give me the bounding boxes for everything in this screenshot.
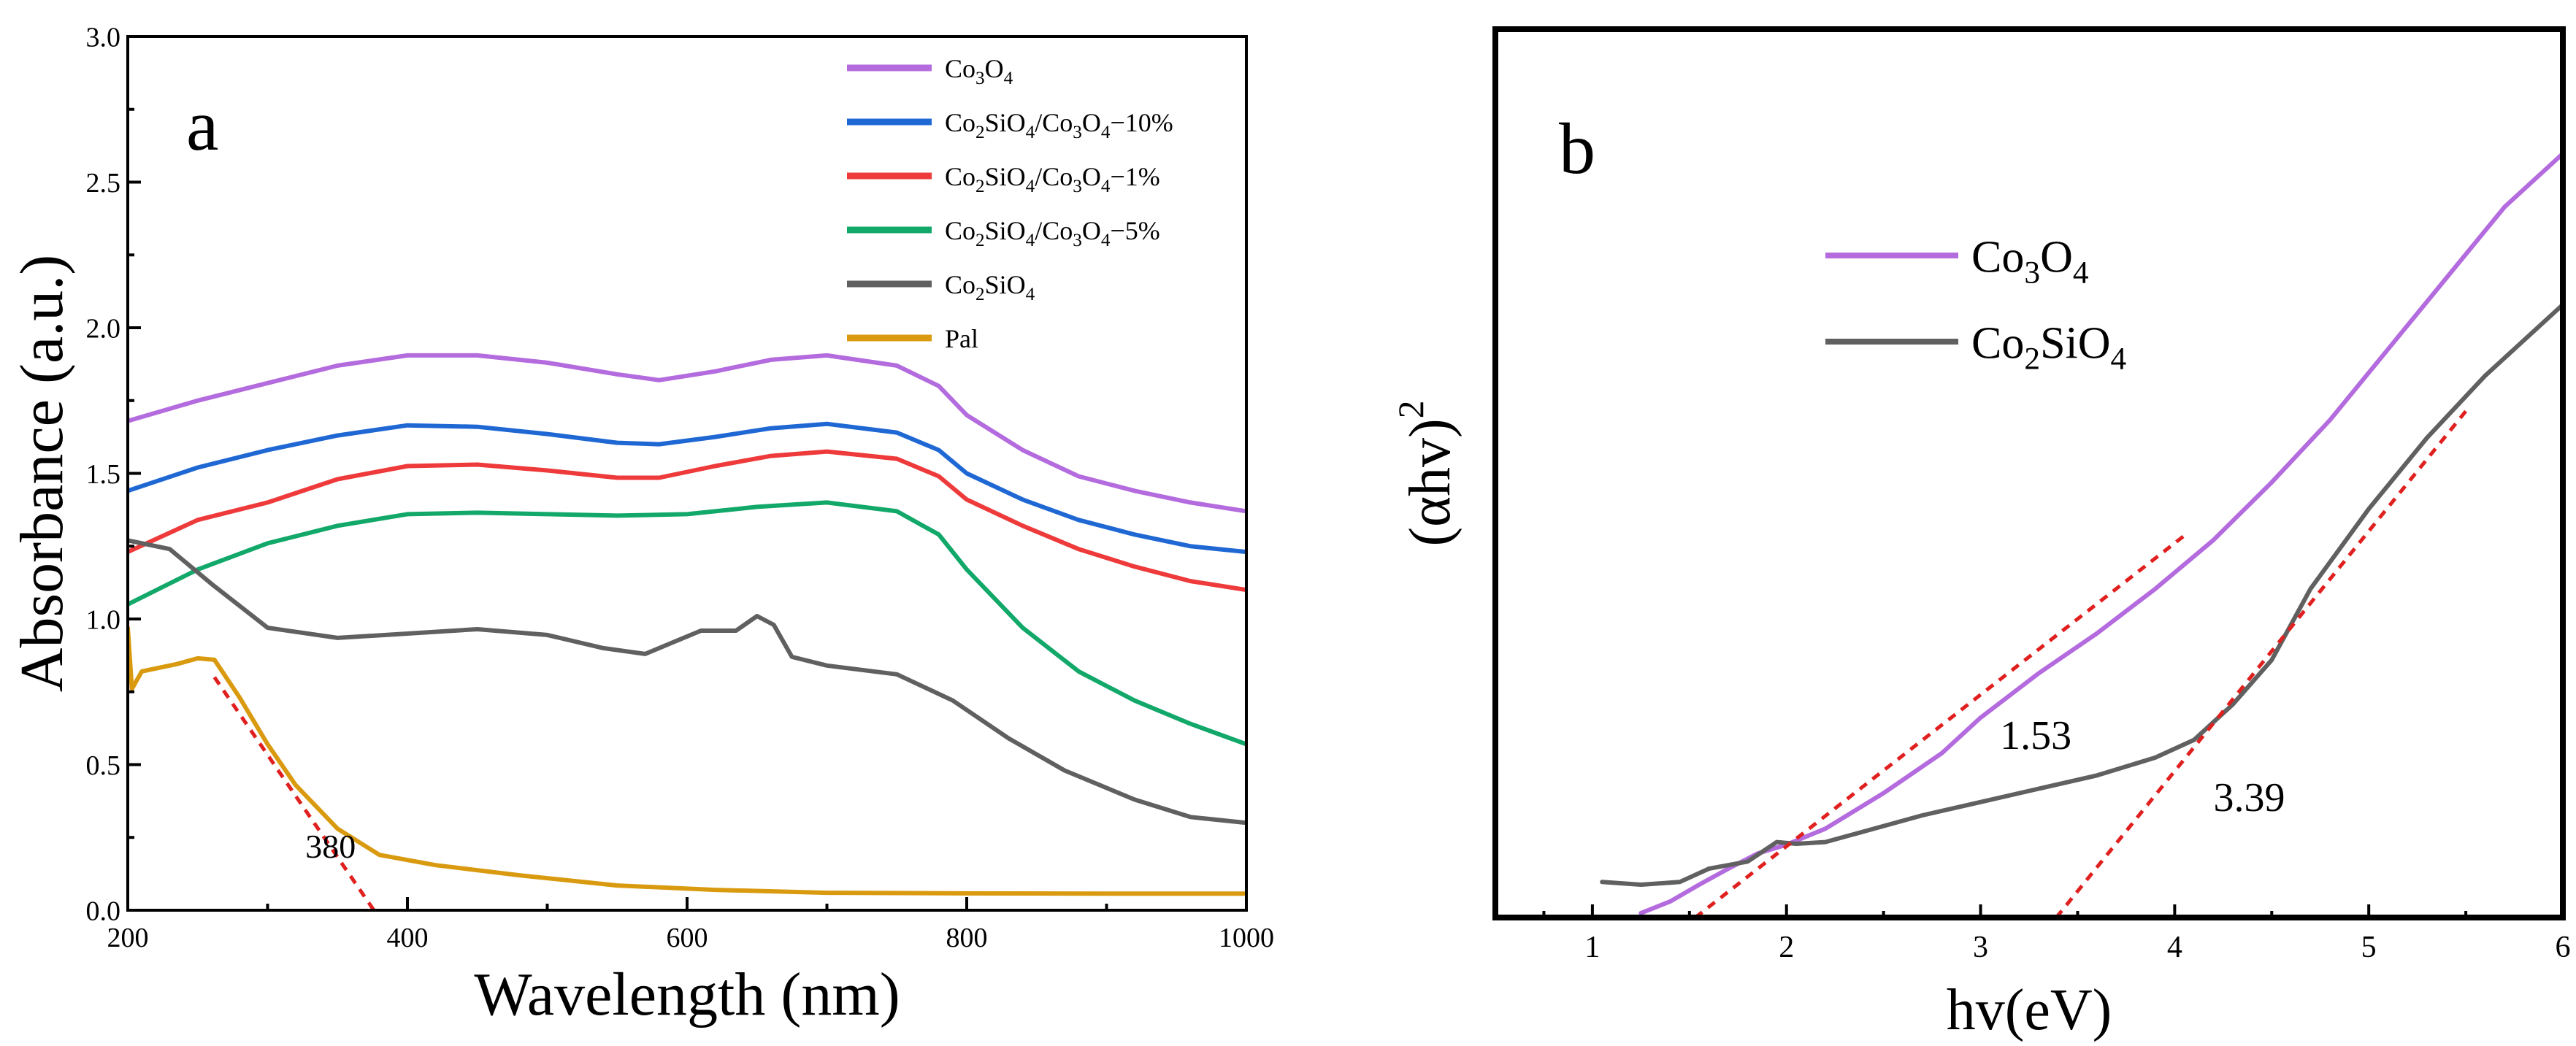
tangent-line-1	[2055, 409, 2468, 918]
x-tick-label: 600	[667, 923, 708, 953]
x-tick-label: 1	[1584, 931, 1600, 964]
y-axis-label: (αhv)2	[1391, 401, 1463, 547]
legend-entry-sub: 4	[1004, 69, 1013, 88]
legend-entry-part: Co	[945, 270, 975, 299]
panel-label: b	[1559, 108, 1595, 189]
legend-entry-sub: 4	[2111, 342, 2127, 377]
legend-entry-part: Co	[1971, 232, 2024, 282]
y-tick-label: 2.0	[86, 313, 121, 344]
y-tick-label: 0.0	[86, 896, 121, 926]
legend-entry-sub: 4	[1101, 177, 1111, 196]
legend-entry-part: Co	[945, 108, 975, 137]
legend-entry-sub: 4	[1101, 123, 1111, 142]
legend-entry-sub: 2	[975, 285, 985, 304]
legend-entry: Co2SiO4/Co3O4−10%	[945, 108, 1173, 142]
legend-entry-part: /Co	[1035, 216, 1073, 245]
legend-entry: Pal	[945, 324, 978, 353]
annotation-label: 380	[305, 828, 356, 865]
y-tick-label: 1.5	[86, 459, 121, 490]
legend-entry-sub: 3	[2024, 255, 2040, 291]
y-tick-label: 0.5	[86, 750, 121, 781]
plot-frame	[1492, 26, 2566, 920]
legend-entry-part: Co	[945, 216, 975, 245]
legend-entry-part: −5%	[1110, 216, 1159, 245]
y-tick-label: 2.5	[86, 168, 121, 199]
y-tick-label: 3.0	[86, 22, 121, 53]
legend-entry-sub: 3	[1073, 177, 1082, 196]
tangent-line-0	[212, 676, 376, 910]
y-axis-label: Absorbance (a.u.)	[8, 255, 76, 692]
x-tick-label: 800	[946, 923, 988, 953]
legend-entry-sub: 4	[1101, 231, 1111, 250]
legend-entry-sub: 3	[975, 69, 985, 88]
legend-entry-sub: 2	[2024, 342, 2040, 377]
legend-entry-part: SiO	[985, 108, 1026, 137]
x-tick-label: 4	[2167, 931, 2182, 964]
legend-entry-part: −10%	[1110, 108, 1173, 137]
legend-entry-sub: 4	[2073, 255, 2089, 291]
legend-entry-sub: 4	[1026, 123, 1035, 142]
annotation-label: 3.39	[2214, 775, 2285, 820]
legend-entry-sub: 4	[1026, 177, 1035, 196]
legend-entry-sub: 2	[975, 231, 985, 250]
x-tick-label: 5	[2361, 931, 2377, 964]
panel-label: a	[186, 85, 218, 166]
legend-entry-part: O	[1082, 162, 1101, 191]
legend-entry-part: /Co	[1035, 108, 1073, 137]
legend-entry-sub: 3	[1073, 231, 1082, 250]
legend-entry-part: O	[1082, 216, 1101, 245]
y-axis-label-sup: 2	[1391, 401, 1431, 419]
legend-entry: Co2SiO4	[1971, 318, 2127, 376]
legend-entry-sub: 3	[1073, 123, 1082, 142]
y-tick-label: 1.0	[86, 604, 121, 635]
series-line-3	[128, 500, 1246, 747]
legend-entry-part: O	[985, 54, 1004, 83]
legend-entry: Co3O4	[945, 54, 1013, 88]
legend-entry-part: O	[1082, 108, 1101, 137]
y-axis-label-base: (αhv)	[1398, 418, 1463, 546]
x-tick-label: 200	[107, 923, 149, 953]
series-line-2	[128, 449, 1246, 593]
legend-entry: Co2SiO4/Co3O4−5%	[945, 216, 1160, 250]
series-line-0	[128, 353, 1246, 514]
legend-entry-part: /Co	[1035, 162, 1073, 191]
series-line-5	[128, 626, 1246, 896]
legend-entry-part: SiO	[2040, 318, 2110, 368]
legend-entry-part: Co	[945, 54, 975, 83]
annotation-label: 1.53	[2000, 713, 2071, 758]
panel-a: 200 400 600 800 1000 0.0 0.5 1.0 1.5 2.0 2.5 3.0 Wav…	[8, 22, 1274, 1028]
x-tick-label: 400	[387, 923, 429, 953]
series-line-0	[1638, 151, 2563, 915]
legend-entry-part: SiO	[985, 270, 1026, 299]
legend-entry-sub: 2	[975, 123, 985, 142]
legend-entry-part: O	[2040, 232, 2073, 282]
legend-entry-part: −1%	[1110, 162, 1159, 191]
legend-entry-part: Pal	[945, 324, 978, 353]
x-tick-label: 3	[1973, 931, 1988, 964]
legend-entry-part: Co	[945, 162, 975, 191]
legend-entry: Co3O4	[1971, 232, 2089, 290]
x-tick-label: 1000	[1219, 923, 1274, 953]
legend-entry: Co2SiO4/Co3O4−1%	[945, 162, 1160, 196]
series-line-1	[1600, 302, 2563, 887]
x-tick-label: 2	[1779, 931, 1794, 964]
legend-entry-sub: 4	[1026, 231, 1035, 250]
legend-entry: Co2SiO4	[945, 270, 1035, 304]
series-line-4	[128, 538, 1246, 826]
x-axis-label: hv(eV)	[1947, 978, 2112, 1042]
legend-entry-part: Co	[1971, 318, 2024, 368]
legend-entry-sub: 4	[1026, 285, 1035, 304]
legend-entry-sub: 2	[975, 177, 985, 196]
x-axis-label: Wavelength (nm)	[474, 961, 900, 1028]
x-tick-label: 6	[2556, 931, 2571, 964]
tangent-line-0	[1694, 534, 2186, 918]
legend-entry-part: SiO	[985, 216, 1026, 245]
legend-entry-part: SiO	[985, 162, 1026, 191]
series-line-1	[128, 421, 1246, 555]
